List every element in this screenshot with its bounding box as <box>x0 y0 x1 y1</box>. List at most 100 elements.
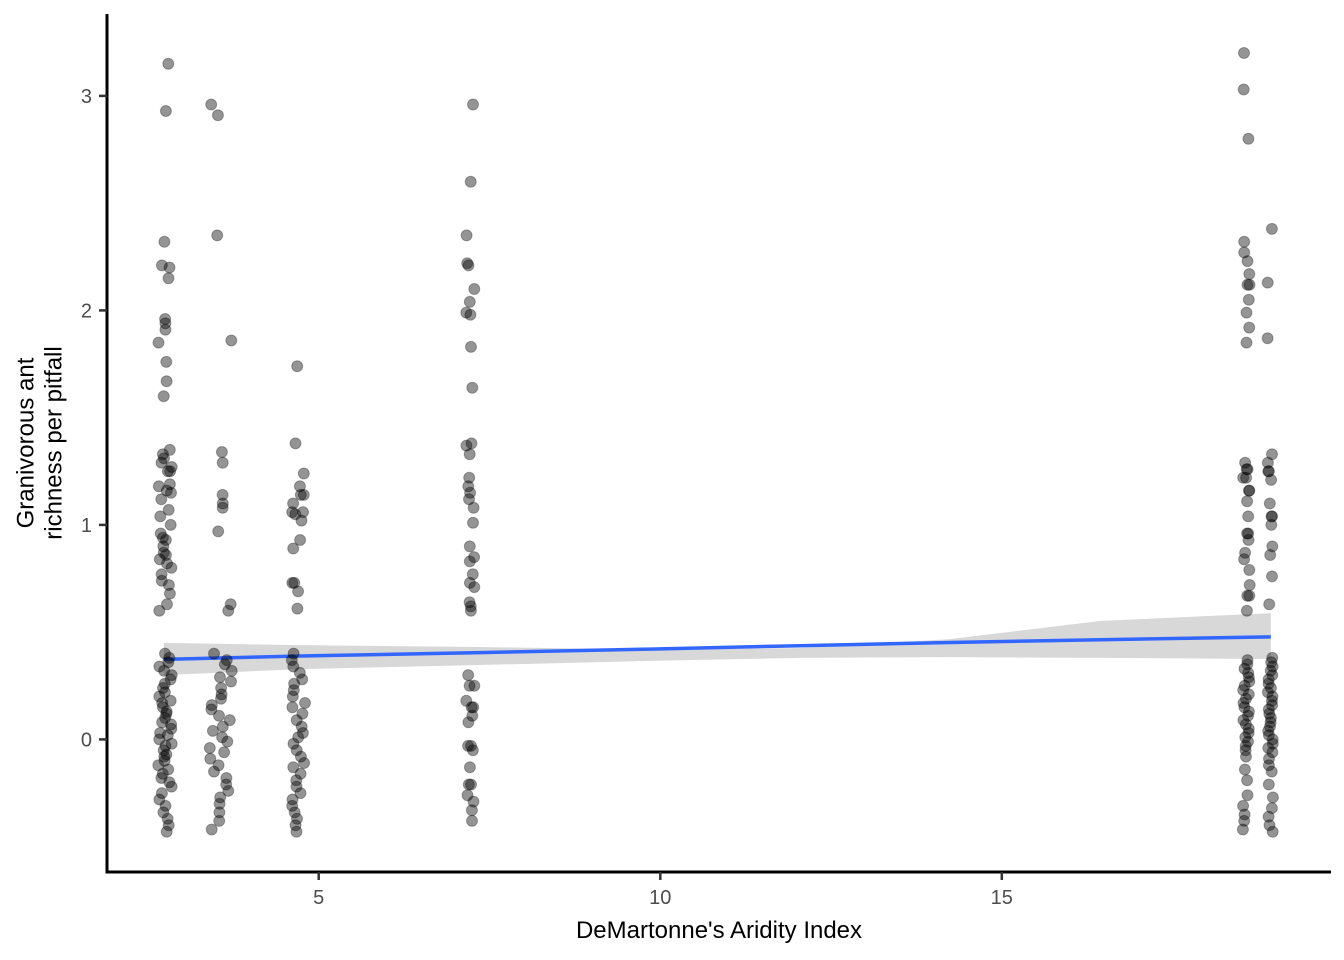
data-point <box>215 692 227 705</box>
data-point <box>157 390 170 403</box>
data-point <box>286 701 299 714</box>
data-point <box>1238 679 1251 692</box>
data-point <box>203 742 216 754</box>
data-point <box>1262 673 1275 686</box>
data-point <box>1236 823 1249 836</box>
data-point <box>1266 540 1279 553</box>
data-point <box>158 452 170 465</box>
data-point <box>297 488 310 501</box>
data-point <box>159 647 171 660</box>
data-point <box>287 542 300 555</box>
data-point <box>286 506 299 519</box>
data-point <box>154 527 167 540</box>
data-point <box>1243 589 1256 602</box>
data-point <box>1237 714 1250 727</box>
data-point <box>290 714 303 727</box>
data-point <box>1237 684 1250 697</box>
data-point <box>1243 579 1256 591</box>
data-point <box>164 518 177 531</box>
data-point <box>1242 727 1255 739</box>
data-point <box>289 437 302 450</box>
data-point <box>289 819 302 832</box>
y-tick-label: 1 <box>81 515 92 537</box>
data-point <box>462 716 475 729</box>
data-point <box>1263 598 1276 611</box>
data-point <box>223 714 236 727</box>
data-point <box>157 682 169 694</box>
data-point <box>153 733 166 746</box>
data-point <box>161 557 173 570</box>
data-point <box>1262 677 1275 690</box>
data-point <box>155 772 168 784</box>
data-point <box>287 497 300 510</box>
data-point <box>213 709 225 722</box>
data-point <box>295 720 308 733</box>
data-point <box>463 576 476 589</box>
data-point <box>213 797 226 810</box>
y-axis-title: Granivorous ant richness per pitfall <box>13 346 70 539</box>
data-point <box>463 596 476 609</box>
data-point <box>299 697 311 709</box>
data-point <box>1239 739 1252 752</box>
data-point <box>463 761 476 774</box>
data-point <box>465 701 478 714</box>
data-point <box>158 664 171 677</box>
data-point <box>1264 682 1277 694</box>
data-point <box>159 317 172 330</box>
data-point <box>1243 484 1256 497</box>
data-point <box>287 647 300 660</box>
data-point <box>462 669 475 682</box>
data-point <box>1237 697 1250 709</box>
data-point <box>162 503 175 516</box>
data-point <box>1240 604 1253 617</box>
data-point <box>464 600 477 613</box>
data-point <box>208 765 220 778</box>
data-point <box>462 259 475 272</box>
data-point <box>1237 471 1250 484</box>
data-point <box>160 705 173 718</box>
data-point <box>163 651 176 664</box>
data-point <box>1266 737 1279 750</box>
data-point <box>160 549 172 561</box>
data-point <box>1241 463 1254 476</box>
data-point <box>159 105 172 117</box>
data-point <box>466 744 479 757</box>
data-point <box>161 598 173 611</box>
data-point <box>1238 246 1251 259</box>
data-point <box>1239 718 1252 731</box>
data-point <box>222 604 235 617</box>
data-point <box>297 467 310 480</box>
data-point <box>161 729 174 742</box>
x-tick-label: 10 <box>649 887 671 909</box>
data-point <box>1243 278 1256 291</box>
data-point <box>466 381 479 394</box>
x-axis-title: DeMartonne's Aridity Index <box>575 917 863 944</box>
data-point <box>292 585 305 598</box>
data-point <box>156 531 169 544</box>
data-point <box>1263 819 1276 832</box>
data-point <box>1238 553 1251 566</box>
data-point <box>286 799 299 812</box>
data-point <box>1263 707 1276 720</box>
data-point <box>215 446 228 458</box>
trend-line <box>163 635 1271 662</box>
data-point <box>155 259 168 272</box>
data-point <box>296 707 309 720</box>
data-point <box>462 480 475 493</box>
data-point <box>216 497 229 510</box>
data-point <box>1242 688 1255 701</box>
data-point <box>153 553 166 566</box>
data-point <box>205 823 218 836</box>
data-point <box>218 746 231 759</box>
data-point <box>1242 671 1255 684</box>
data-point <box>1265 222 1278 235</box>
data-point <box>1265 473 1278 486</box>
data-point <box>466 709 479 722</box>
data-point <box>1266 690 1279 703</box>
data-point <box>225 334 238 347</box>
data-point <box>1242 527 1255 540</box>
data-point <box>1241 654 1254 667</box>
data-point <box>1241 278 1254 291</box>
y-axis-title-line1: Granivorous ant <box>12 357 40 529</box>
data-point <box>286 793 299 806</box>
